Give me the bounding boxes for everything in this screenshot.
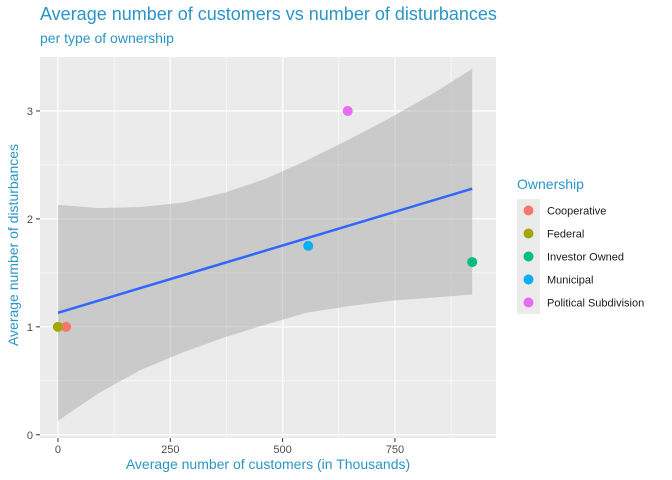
legend-swatch-political-subdivision xyxy=(523,297,534,308)
data-point-political-subdivision xyxy=(342,105,353,116)
legend-swatch-municipal xyxy=(523,274,534,285)
y-tick-label: 2 xyxy=(27,214,33,226)
trend-line xyxy=(57,187,473,314)
legend: Cooperative Federal Investor Owned Municipa… xyxy=(517,199,644,314)
confidence-band xyxy=(58,68,473,421)
chart-title: Average number of customers vs number of… xyxy=(40,4,497,24)
legend-swatch-cooperative xyxy=(523,205,534,216)
plot-panel xyxy=(40,57,496,438)
legend-swatch-federal xyxy=(523,228,534,239)
legend-label-cooperative: Cooperative xyxy=(547,206,606,218)
minor-grid xyxy=(40,57,496,438)
y-axis-title: Average number of disturbances xyxy=(5,144,21,346)
x-tick-label: 0 xyxy=(55,444,61,456)
legend-swatch-investor-owned xyxy=(523,251,534,262)
legend-label-municipal: Municipal xyxy=(547,275,593,287)
legend-label-federal: Federal xyxy=(547,229,584,241)
x-axis-ticks: 0 250 500 750 xyxy=(55,438,404,456)
data-point-cooperative xyxy=(61,321,72,332)
y-axis-ticks: 0 1 2 3 xyxy=(27,106,40,442)
y-tick-label: 3 xyxy=(27,106,33,118)
major-grid xyxy=(40,57,496,438)
y-tick-label: 0 xyxy=(27,430,33,442)
data-point-federal xyxy=(52,321,63,332)
x-axis-title: Average number of customers (in Thousand… xyxy=(126,456,410,472)
legend-title: Ownership xyxy=(517,176,584,192)
x-tick-label: 500 xyxy=(273,444,291,456)
data-point-municipal xyxy=(303,240,314,251)
x-tick-label: 250 xyxy=(161,444,179,456)
legend-label-investor-owned: Investor Owned xyxy=(547,252,624,264)
data-points xyxy=(52,105,478,332)
x-tick-label: 750 xyxy=(386,444,404,456)
y-tick-label: 1 xyxy=(27,322,33,334)
legend-label-political-subdivision: Political Subdivision xyxy=(547,298,644,310)
chart-subtitle: per type of ownership xyxy=(40,30,174,46)
data-point-investor-owned xyxy=(467,257,478,268)
